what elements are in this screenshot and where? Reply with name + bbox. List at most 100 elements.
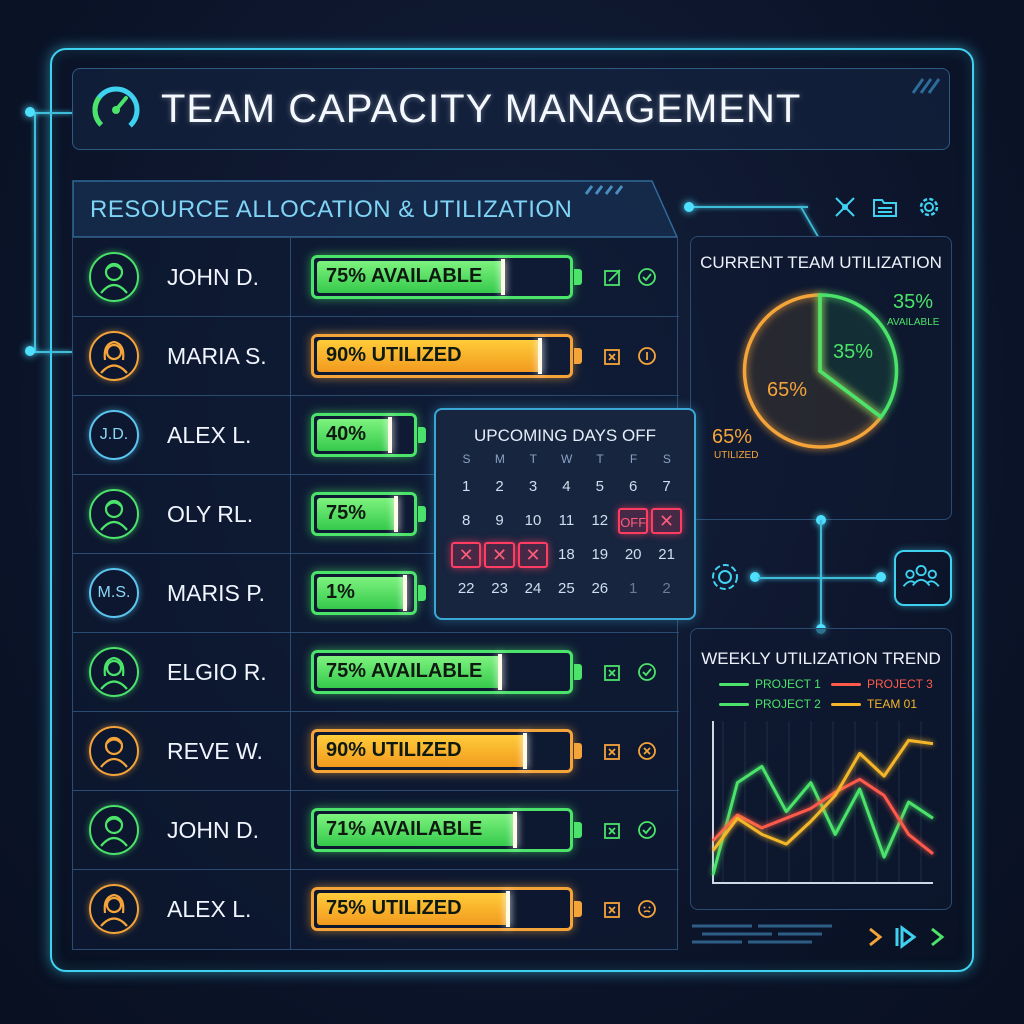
battery-cap [574,743,582,759]
resource-name-cell: REVE W. [73,712,291,790]
connector-dot [684,202,694,212]
resource-row[interactable]: ALEX L. 75% UTILIZED [73,870,679,949]
resource-row[interactable]: J.D. ALEX L. 40% [73,396,679,475]
calendar-day[interactable]: 20 [624,546,642,563]
calendar-day[interactable]: 19 [591,546,609,563]
series-line-team-01 [711,738,934,852]
capacity-bar-fill [317,259,505,295]
calendar-day[interactable]: 5 [595,478,604,495]
capacity-bar: 75% UTILIZED [311,887,582,931]
calendar-day[interactable]: 22 [457,580,475,597]
avatar-initials: M.S. [89,568,139,618]
legend-label: PROJECT 1 [755,677,821,691]
resource-row[interactable]: ELGIO R. 75% AVAILABLE [73,633,679,712]
connector-line [34,351,72,353]
resource-name: REVE W. [167,738,263,764]
calendar-day[interactable]: 3 [528,478,538,495]
network-icon[interactable] [832,194,858,220]
dashboard-frame [50,48,974,972]
avatar [89,805,139,855]
calendar-day[interactable]: 18 [558,546,575,563]
info-circle-icon[interactable] [637,346,657,366]
capacity-bar: 90% UTILIZED [311,334,582,378]
team-icon [902,565,940,587]
calendar-day[interactable]: 23 [491,580,508,597]
legend-swatch [831,703,861,707]
resource-row[interactable]: JOHN D. 71% AVAILABLE [73,791,679,870]
connector-dot [876,572,886,582]
capacity-bar: 75% AVAILABLE [311,255,582,299]
team-utilization-panel: CURRENT TEAM UTILIZATION 35% 65% 35% AVA… [690,236,952,520]
swap-icon[interactable] [603,899,623,919]
calendar-day[interactable]: 12 [591,512,609,529]
calendar-day-off[interactable]: ✕ [451,542,482,568]
calendar-day[interactable]: 6 [629,478,638,495]
battery-cap [574,269,582,285]
resource-row[interactable]: M.S. MARIS P. 1% [73,554,679,633]
check-circle-icon[interactable] [637,820,657,840]
calendar-day[interactable]: 25 [558,580,575,597]
calendar-day-off[interactable]: ✕ [484,542,515,568]
calendar-day[interactable]: 1 [462,478,471,495]
capacity-bar-fill [317,891,510,927]
capacity-bar: 71% AVAILABLE [311,808,582,852]
footer-stripes-decoration [692,924,832,944]
calendar-day[interactable]: 11 [558,512,575,529]
resource-row[interactable]: OLY RL. 75% [73,475,679,554]
calendar-day[interactable]: 2 [662,580,671,597]
check-circle-icon[interactable] [637,267,657,287]
chevron-right-icon[interactable] [866,924,886,950]
app-header: TEAM CAPACITY MANAGEMENT [72,68,950,150]
connector-line [34,112,36,352]
pie-slice-available [818,293,899,420]
battery-cap [574,664,582,680]
capacity-bar-fill [317,575,408,611]
calendar-day-off[interactable]: ✕ [517,542,549,568]
swap-icon[interactable] [603,741,623,761]
calendar-day[interactable]: 10 [524,512,542,529]
gear-icon[interactable] [916,194,942,220]
resource-name-cell: M.S. MARIS P. [73,554,291,632]
calendar-day[interactable]: 26 [591,580,609,597]
chart-axes [712,721,933,884]
calendar-day[interactable]: 9 [495,512,504,529]
resource-name-cell: MARIA S. [73,317,291,395]
weekday-header: M [494,452,505,466]
legend-swatch [719,703,749,707]
connector-dot [25,346,35,356]
slice-label-utilized: 65% [767,379,808,401]
slice-label-available: 35% [833,341,874,363]
calendar-day[interactable]: 24 [524,580,542,597]
calendar-day[interactable]: 2 [495,478,504,495]
x-circle-icon[interactable] [637,741,657,761]
connector-line [820,577,822,629]
resource-row[interactable]: JOHN D. 75% AVAILABLE [73,238,679,317]
team-button[interactable] [894,550,952,606]
calendar-day[interactable]: 4 [562,478,571,495]
resource-row[interactable]: MARIA S. 90% UTILIZED [73,317,679,396]
calendar-day[interactable]: 21 [658,546,675,563]
swap-icon[interactable] [603,346,623,366]
capacity-bar-fill [317,733,527,769]
calendar-day[interactable]: 7 [662,478,671,495]
swap-icon[interactable] [603,662,623,682]
avatar-initials: J.D. [89,410,139,460]
swap-icon[interactable] [603,820,623,840]
face-circle-icon[interactable] [637,899,657,919]
playback-controls [866,924,950,950]
calendar-day-off[interactable]: ✕ [651,508,682,534]
calendar-day[interactable]: 1 [629,580,638,597]
check-circle-icon[interactable] [637,662,657,682]
weekday-header: T [596,452,604,466]
play-icon[interactable] [892,924,918,950]
trend-title: WEEKLY UTILIZATION TREND [701,649,941,668]
avatar [89,331,139,381]
folder-icon[interactable] [872,194,898,220]
connector-line [758,577,820,579]
calendar-day-off[interactable]: OFF [618,508,649,534]
edit-icon[interactable] [603,267,623,287]
chevron-right-icon[interactable] [928,924,948,950]
calendar-day[interactable]: 8 [462,512,471,529]
resource-row[interactable]: REVE W. 90% UTILIZED [73,712,679,791]
avatar [89,884,139,934]
